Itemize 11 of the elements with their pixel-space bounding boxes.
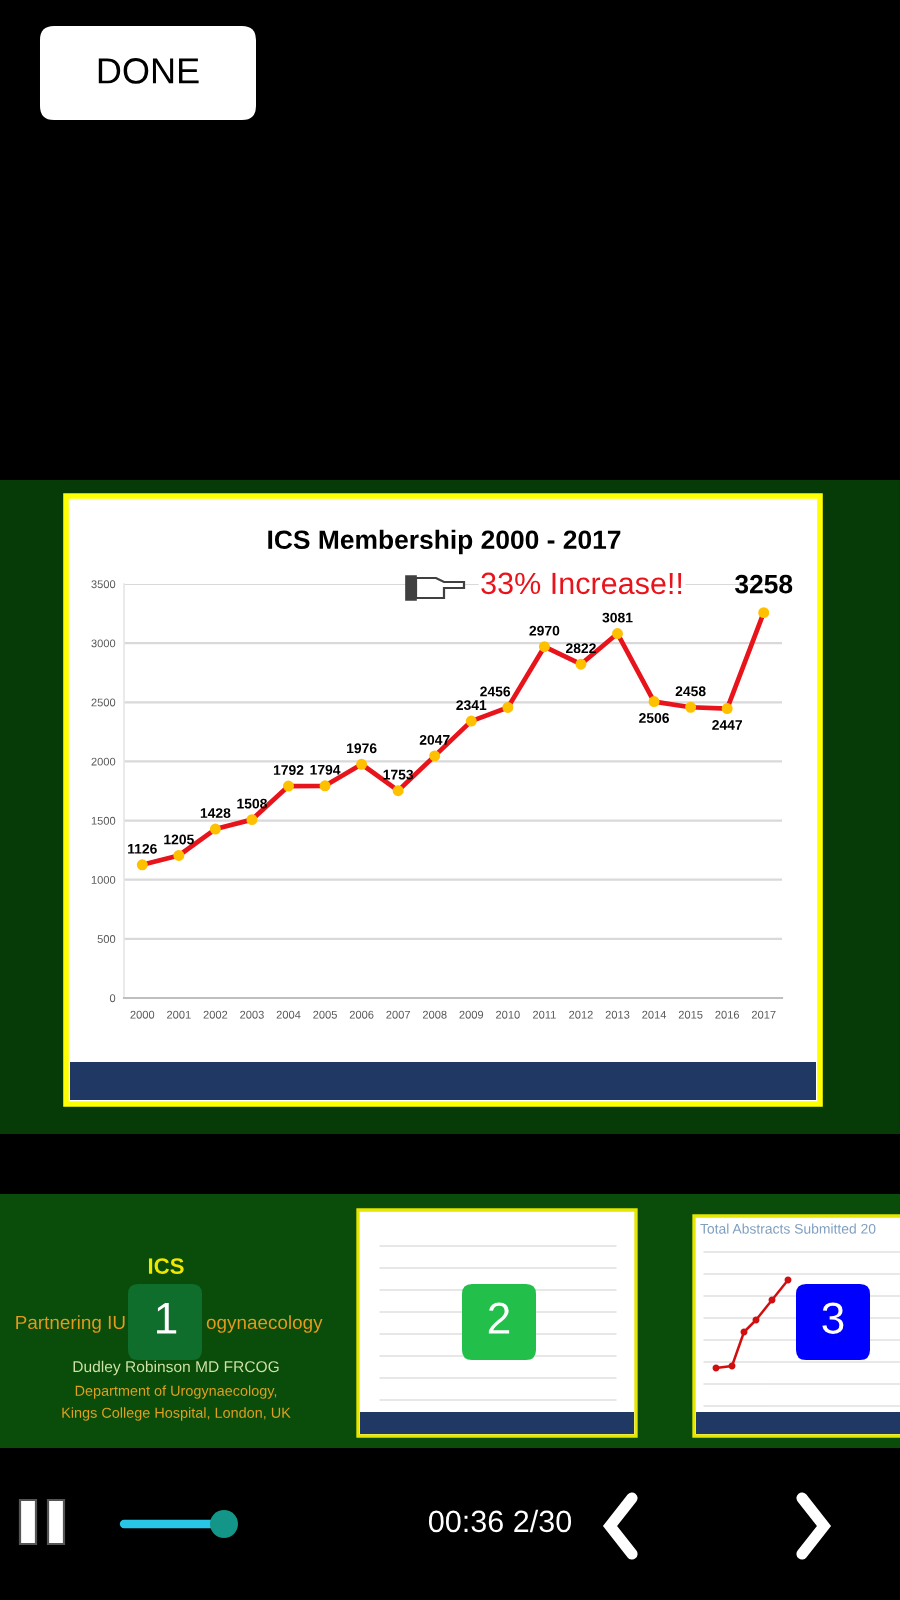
text: 1 [157,1302,177,1334]
text: DONE [98,58,199,84]
text: ICS [148,1258,184,1274]
text: 3 [822,1302,844,1334]
text: Partnering IU [16,1315,125,1333]
text: 2 [488,1302,510,1334]
chart-title: ICS Membership 2000 - 2017 [268,529,621,555]
text: ogynaecology [206,1315,323,1333]
text: 00:36 2/30 [428,1509,572,1533]
data-label: 3258 [734,574,793,594]
annotation: 33% Increase!! [481,572,682,595]
